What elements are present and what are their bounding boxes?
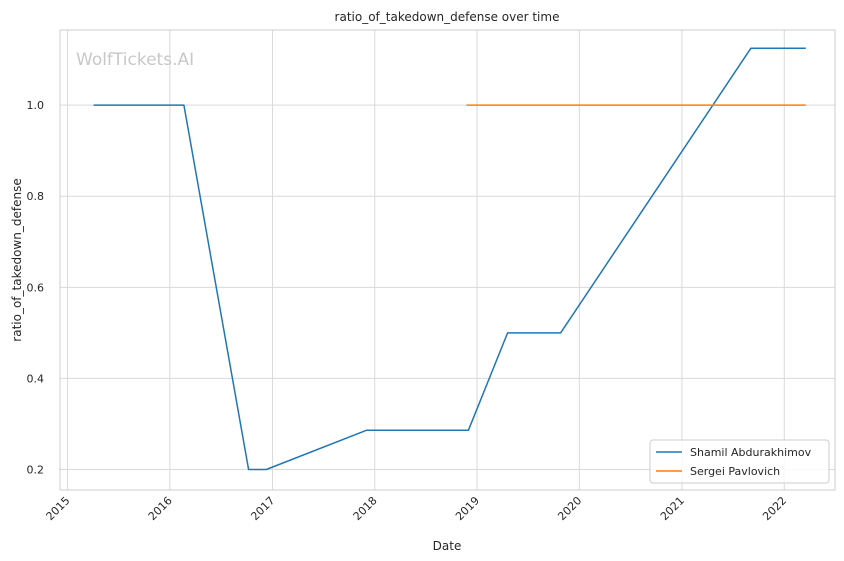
watermark: WolfTickets.AI (76, 50, 194, 70)
y-tick-label: 0.6 (27, 281, 45, 294)
chart-title: ratio_of_takedown_defense over time (335, 10, 560, 24)
series-layer (93, 47, 806, 471)
x-axis-label: Date (433, 539, 462, 553)
plot-frame (59, 29, 836, 491)
y-tick-label: 0.2 (27, 464, 45, 477)
legend: Shamil Abdurakhimov Sergei Pavlovich (649, 439, 830, 484)
grid (60, 30, 835, 490)
series-line-shamil-abdurakhimov (93, 47, 806, 471)
legend-label-shamil-abdurakhimov: Shamil Abdurakhimov (690, 446, 812, 459)
y-tick-label: 1.0 (27, 99, 45, 112)
legend-box (649, 439, 830, 484)
legend-label-sergei-pavlovich: Sergei Pavlovich (690, 465, 780, 478)
y-tick-labels: 0.2 0.4 0.6 0.8 1.0 (27, 99, 45, 476)
y-tick-label: 0.8 (27, 190, 45, 203)
y-axis-label: ratio_of_takedown_defense (10, 178, 24, 341)
y-tick-label: 0.4 (27, 372, 45, 385)
